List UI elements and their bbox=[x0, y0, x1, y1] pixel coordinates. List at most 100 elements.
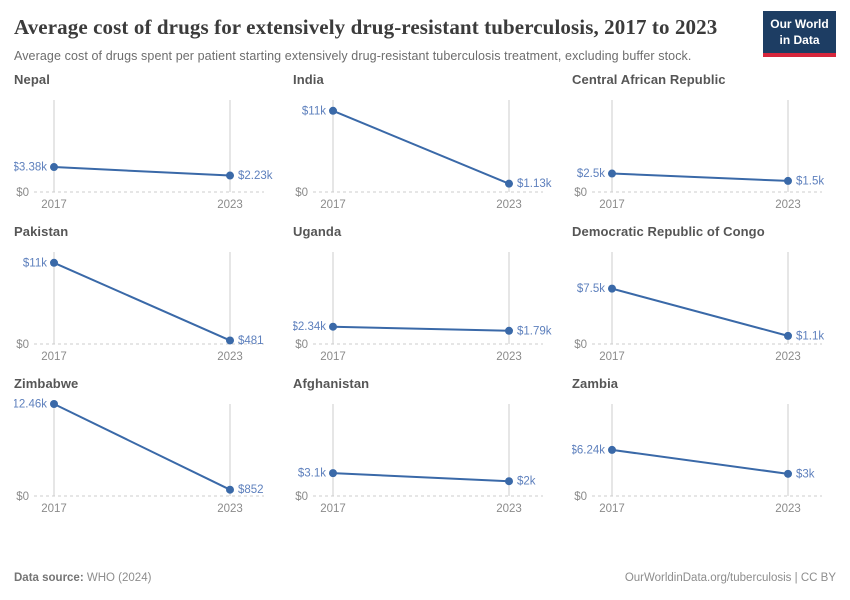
facets-grid: Nepal $3.38k $2.23k $0 2017 2023 India $11k $… bbox=[0, 72, 850, 522]
data-source: Data source: WHO (2024) bbox=[14, 572, 151, 584]
trend-line bbox=[53, 165, 231, 177]
license-text: CC BY bbox=[800, 572, 836, 584]
zero-label: $0 bbox=[295, 491, 308, 503]
page-title: Average cost of drugs for extensively dr… bbox=[14, 15, 718, 39]
facet-chart: $2.5k $1.5k $0 2017 2023 bbox=[574, 99, 824, 211]
trend-line bbox=[53, 402, 231, 491]
year-tick-label: 2017 bbox=[599, 503, 625, 515]
facet-title: Nepal bbox=[14, 71, 50, 87]
value-label-2023: $2k bbox=[517, 475, 536, 487]
year-tick-label: 2023 bbox=[775, 503, 801, 515]
facet-title: Central African Republic bbox=[572, 71, 726, 87]
data-point-2017 bbox=[329, 322, 337, 331]
year-tick-label: 2023 bbox=[217, 199, 243, 211]
value-label-2017: $6.24k bbox=[572, 444, 605, 456]
year-tick-label: 2023 bbox=[217, 503, 243, 515]
data-point-2023 bbox=[784, 176, 792, 185]
data-point-2017 bbox=[50, 162, 58, 171]
facet-nepal: Nepal $3.38k $2.23k $0 2017 2023 bbox=[14, 72, 276, 218]
trend-line bbox=[332, 471, 510, 482]
facet-chart: $7.5k $1.1k $0 2017 2023 bbox=[574, 251, 824, 363]
value-label-2023: $1.1k bbox=[796, 330, 824, 342]
facet-title: India bbox=[293, 71, 324, 87]
facet-democratic-republic-of-congo: Democratic Republic of Congo $7.5k $1.1k $… bbox=[572, 224, 834, 370]
trend-line bbox=[611, 172, 789, 182]
footer-attribution: OurWorldinData.org/tuberculosis | CC BY bbox=[625, 572, 836, 584]
data-point-2017 bbox=[50, 258, 58, 267]
data-source-value: WHO (2024) bbox=[86, 572, 152, 584]
data-point-2017 bbox=[608, 284, 616, 293]
facet-chart: $2.34k $1.79k $0 2017 2023 bbox=[293, 251, 552, 363]
facet-title: Pakistan bbox=[14, 223, 69, 239]
owid-logo-line1: Our World bbox=[770, 17, 829, 31]
trend-line bbox=[611, 287, 789, 337]
year-tick-label: 2023 bbox=[217, 351, 243, 363]
value-label-2023: $1.5k bbox=[796, 175, 824, 187]
value-label-2017: $11k bbox=[23, 257, 47, 269]
chart-header: Average cost of drugs for extensively dr… bbox=[0, 0, 850, 63]
data-point-2017 bbox=[608, 169, 616, 178]
data-point-2017 bbox=[329, 106, 337, 115]
value-label-2017: $7.5k bbox=[577, 283, 605, 295]
value-label-2023: $3k bbox=[796, 468, 815, 480]
facet-chart: $3.1k $2k $0 2017 2023 bbox=[295, 403, 543, 515]
facet-title: Afghanistan bbox=[293, 375, 370, 391]
data-point-2017 bbox=[50, 399, 58, 408]
year-tick-label: 2017 bbox=[320, 199, 346, 211]
data-point-2017 bbox=[608, 445, 616, 454]
zero-label: $0 bbox=[295, 339, 308, 351]
year-tick-label: 2017 bbox=[41, 199, 67, 211]
year-tick-label: 2017 bbox=[599, 199, 625, 211]
year-tick-label: 2017 bbox=[320, 351, 346, 363]
year-tick-label: 2017 bbox=[41, 351, 67, 363]
trend-line bbox=[332, 109, 510, 185]
year-tick-label: 2023 bbox=[496, 503, 522, 515]
facet-zambia: Zambia $6.24k $3k $0 2017 2023 bbox=[572, 376, 834, 522]
trend-line bbox=[53, 261, 231, 342]
zero-label: $0 bbox=[295, 187, 308, 199]
value-label-2023: $1.13k bbox=[517, 178, 552, 190]
trend-line bbox=[332, 325, 510, 332]
data-point-2023 bbox=[505, 476, 513, 485]
facet-pakistan: Pakistan $11k $481 $0 2017 2023 bbox=[14, 224, 276, 370]
data-point-2023 bbox=[226, 336, 234, 345]
data-point-2017 bbox=[329, 468, 337, 477]
year-tick-label: 2023 bbox=[496, 199, 522, 211]
zero-label: $0 bbox=[16, 491, 29, 503]
facet-uganda: Uganda $2.34k $1.79k $0 2017 2023 bbox=[293, 224, 555, 370]
data-point-2023 bbox=[226, 171, 234, 180]
value-label-2023: $1.79k bbox=[517, 325, 552, 337]
footer: Data source: WHO (2024) OurWorldinData.o… bbox=[0, 572, 850, 584]
zero-label: $0 bbox=[16, 187, 29, 199]
year-tick-label: 2023 bbox=[496, 351, 522, 363]
value-label-2023: $852 bbox=[238, 484, 264, 496]
facet-chart: $11k $481 $0 2017 2023 bbox=[16, 251, 264, 363]
facet-title: Uganda bbox=[293, 223, 342, 239]
value-label-2017: $12.46k bbox=[14, 398, 47, 410]
footer-link[interactable]: OurWorldinData.org/tuberculosis bbox=[624, 572, 792, 584]
data-point-2023 bbox=[505, 179, 513, 188]
trend-line bbox=[611, 448, 789, 475]
value-label-2017: $11k bbox=[302, 105, 326, 117]
year-tick-label: 2023 bbox=[775, 199, 801, 211]
year-tick-label: 2023 bbox=[775, 351, 801, 363]
zero-label: $0 bbox=[574, 339, 587, 351]
year-tick-label: 2017 bbox=[320, 503, 346, 515]
value-label-2017: $2.5k bbox=[577, 168, 605, 180]
year-tick-label: 2017 bbox=[599, 351, 625, 363]
facet-title: Zambia bbox=[572, 375, 619, 391]
facet-central-african-republic: Central African Republic $2.5k $1.5k $0 201… bbox=[572, 72, 834, 218]
facet-india: India $11k $1.13k $0 2017 2023 bbox=[293, 72, 555, 218]
zero-label: $0 bbox=[16, 339, 29, 351]
facet-afghanistan: Afghanistan $3.1k $2k $0 2017 2023 bbox=[293, 376, 555, 522]
data-point-2023 bbox=[784, 331, 792, 340]
facet-chart: $3.38k $2.23k $0 2017 2023 bbox=[14, 99, 273, 211]
value-label-2017: $3.38k bbox=[14, 161, 47, 173]
data-source-label: Data source: bbox=[14, 572, 84, 584]
zero-label: $0 bbox=[574, 187, 587, 199]
data-point-2023 bbox=[505, 326, 513, 335]
owid-logo: Our World in Data bbox=[763, 11, 836, 58]
data-point-2023 bbox=[226, 485, 234, 494]
value-label-2017: $2.34k bbox=[293, 321, 326, 333]
